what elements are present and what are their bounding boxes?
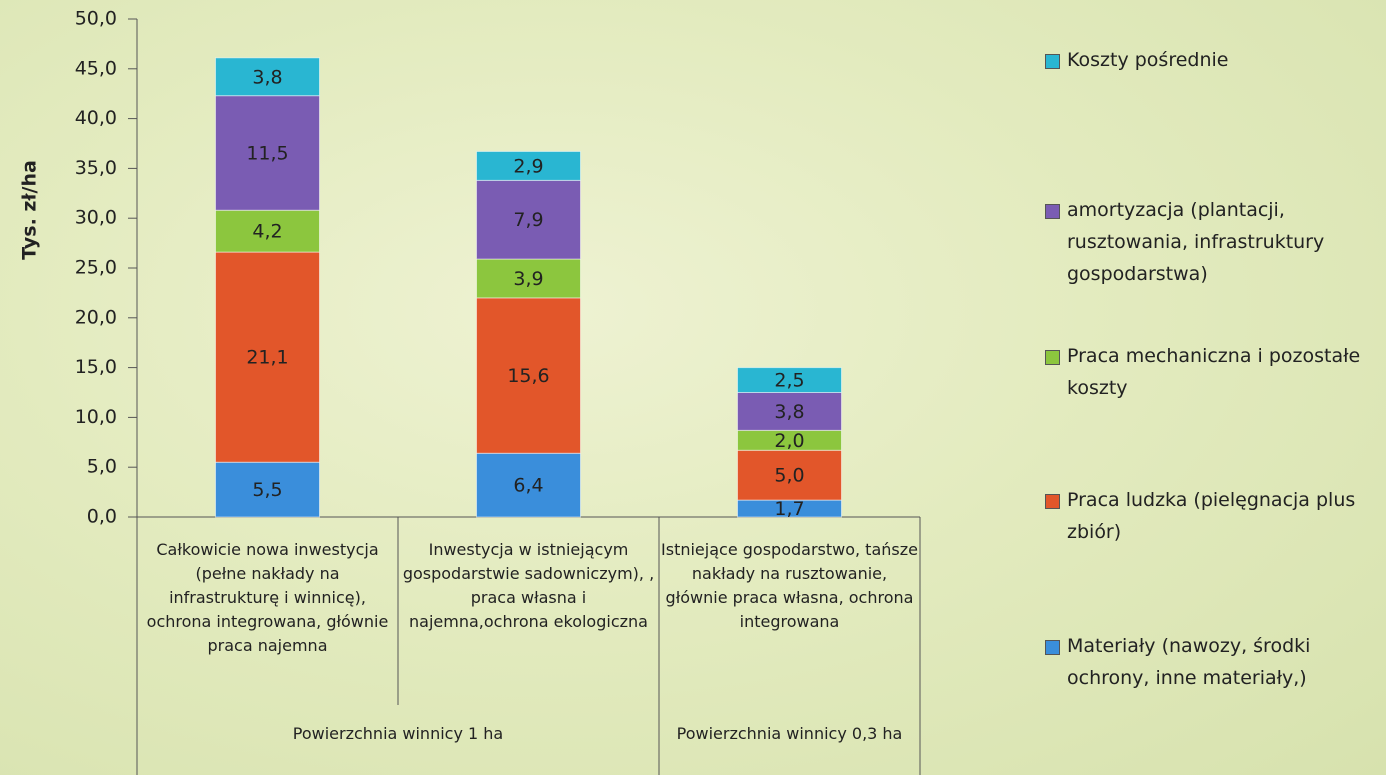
legend-item: Materiały (nawozy, środki ochrony, inne … [1043, 630, 1386, 694]
y-tick-label: 40,0 [75, 107, 117, 129]
y-tick-label: 50,0 [75, 8, 117, 30]
data-label: 15,6 [507, 365, 549, 387]
data-label: 5,5 [252, 479, 282, 501]
group-label: Powierzchnia winnicy 0,3 ha [664, 722, 915, 746]
data-label: 2,0 [774, 430, 804, 452]
data-label: 2,9 [513, 155, 543, 177]
y-tick-label: 10,0 [75, 406, 117, 428]
y-axis-label: Tys. zł/ha [19, 160, 41, 260]
data-label: 5,0 [774, 465, 804, 487]
y-tick-label: 15,0 [75, 356, 117, 378]
legend-swatch [1045, 204, 1060, 219]
x-tick-label: Inwestycja w istniejącym gospodarstwie s… [400, 538, 657, 634]
legend-swatch [1045, 350, 1060, 365]
legend-item: Koszty pośrednie [1043, 44, 1386, 76]
y-tick-label: 20,0 [75, 306, 117, 328]
y-tick-label: 5,0 [87, 456, 117, 478]
legend-swatch [1045, 494, 1060, 509]
data-label: 3,8 [774, 401, 804, 423]
y-tick-label: 25,0 [75, 257, 117, 279]
legend-swatch [1045, 54, 1060, 69]
x-tick-label: Całkowicie nowa inwestycja (pełne nakład… [139, 538, 396, 658]
data-label: 11,5 [246, 142, 288, 164]
chart: Tys. zł/ha 0,0 5,0 10,0 15,0 20,0 25,0 30,0 35,… [0, 0, 1386, 775]
y-tick-label: 0,0 [87, 506, 117, 528]
group-label: Powierzchnia winnicy 1 ha [142, 722, 654, 746]
y-tick-label: 30,0 [75, 207, 117, 229]
legend-item: amortyzacja (plantacji, rusztowania, inf… [1043, 194, 1386, 290]
data-label: 1,7 [774, 498, 804, 520]
data-label: 3,9 [513, 268, 543, 290]
data-label: 21,1 [246, 347, 288, 369]
data-label: 4,2 [252, 221, 282, 243]
legend-item: Praca mechaniczna i pozostałe koszty [1043, 340, 1386, 404]
y-tick-label: 45,0 [75, 57, 117, 79]
y-tick-label: 35,0 [75, 157, 117, 179]
x-tick-label: Istniejące gospodarstwo, tańsze nakłady … [661, 538, 918, 634]
legend-item: Praca ludzka (pielęgnacja plus zbiór) [1043, 484, 1386, 548]
legend-swatch [1045, 640, 1060, 655]
data-label: 2,5 [774, 370, 804, 392]
data-label: 3,8 [252, 66, 282, 88]
data-label: 6,4 [513, 475, 543, 497]
data-label: 7,9 [513, 209, 543, 231]
